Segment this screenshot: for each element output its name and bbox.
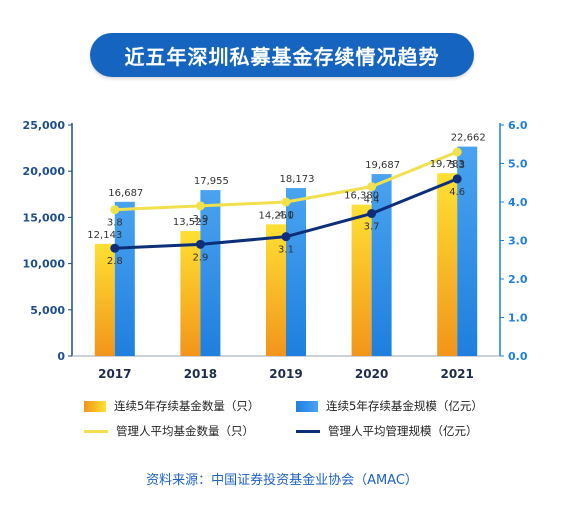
legend-item-fund-count: 连续5年存续基金数量（只） bbox=[84, 398, 259, 414]
bar-fund-count bbox=[266, 224, 286, 356]
legend-swatch-fund-scale bbox=[296, 400, 318, 412]
bar-fund-scale bbox=[200, 190, 221, 356]
bar-fund-count bbox=[351, 204, 372, 356]
x-axis-tick-label: 2019 bbox=[269, 367, 302, 381]
data-label-fund-count: 13,523 bbox=[173, 217, 208, 228]
data-label-avg-fund-count: 3.8 bbox=[107, 218, 123, 229]
data-label-avg-fund-count: 3.9 bbox=[192, 214, 208, 225]
avg-scale-point bbox=[195, 239, 205, 249]
x-axis-tick-label: 2018 bbox=[184, 367, 217, 381]
legend-swatch-avg-fund-count bbox=[84, 429, 108, 433]
data-source-note: 资料来源：中国证券投资基金业协会（AMAC） bbox=[146, 473, 418, 488]
avg-fund-count-point bbox=[452, 147, 462, 157]
avg-scale-point bbox=[452, 174, 462, 184]
data-label-avg-fund-count: 4.4 bbox=[364, 195, 380, 206]
data-label-avg-scale: 3.7 bbox=[364, 222, 380, 233]
data-label-avg-scale: 2.9 bbox=[192, 252, 208, 263]
avg-scale-point bbox=[367, 209, 377, 219]
data-label-fund-scale: 22,662 bbox=[451, 133, 486, 144]
right-axis-tick-label: 3.0 bbox=[508, 235, 528, 248]
legend-item-fund-scale: 连续5年存续基金规模（亿元） bbox=[296, 398, 483, 414]
right-axis-tick-label: 1.0 bbox=[508, 312, 528, 325]
left-axis-tick-label: 5,000 bbox=[30, 304, 65, 317]
avg-fund-count-point bbox=[281, 197, 291, 207]
avg-fund-count-point bbox=[195, 201, 205, 211]
legend-label-avg-fund-count: 管理人平均基金数量（只） bbox=[116, 424, 254, 438]
legend-label-avg-scale: 管理人平均管理规模（亿元） bbox=[328, 424, 478, 438]
right-axis-tick-label: 6.0 bbox=[508, 119, 528, 132]
data-label-fund-count: 12,143 bbox=[87, 230, 122, 241]
chart-title-banner: 近五年深圳私募基金存续情况趋势 bbox=[90, 33, 474, 77]
right-axis-tick-label: 2.0 bbox=[508, 273, 528, 286]
bar-fund-scale bbox=[286, 188, 306, 356]
bar-fund-scale bbox=[371, 174, 392, 356]
data-label-avg-scale: 2.8 bbox=[107, 256, 123, 267]
data-label-fund-count: 16,380 bbox=[344, 191, 379, 202]
data-label-fund-scale: 19,687 bbox=[365, 160, 400, 171]
left-axis-tick-label: 25,000 bbox=[23, 119, 66, 132]
bar-fund-count bbox=[437, 173, 458, 356]
data-label-fund-scale: 17,955 bbox=[194, 176, 229, 187]
right-axis-tick-label: 5.0 bbox=[508, 158, 528, 171]
x-axis-tick-label: 2020 bbox=[355, 367, 388, 381]
left-axis-tick-label: 20,000 bbox=[23, 165, 66, 178]
legend-item-avg-fund-count: 管理人平均基金数量（只） bbox=[84, 423, 254, 439]
bar-fund-count bbox=[180, 231, 201, 356]
data-label-avg-scale: 3.1 bbox=[278, 245, 294, 256]
avg-scale-point bbox=[281, 232, 291, 242]
legend-item-avg-scale: 管理人平均管理规模（亿元） bbox=[296, 423, 478, 439]
data-label-avg-fund-count: 4.0 bbox=[278, 210, 294, 221]
left-axis-tick-label: 10,000 bbox=[23, 258, 66, 271]
data-label-avg-fund-count: 5.3 bbox=[449, 160, 465, 171]
combo-chart: 0 5,000 10,000 15,000 20,000 25,000 0.0 1.0 2.0 3… bbox=[23, 119, 528, 381]
data-label-fund-count: 19,783 bbox=[430, 159, 465, 170]
right-axis-tick-label: 4.0 bbox=[508, 196, 528, 209]
bar-fund-count bbox=[94, 243, 115, 356]
avg-fund-count-point bbox=[367, 182, 377, 192]
legend-label-fund-count: 连续5年存续基金数量（只） bbox=[114, 399, 260, 413]
legend-label-fund-scale: 连续5年存续基金规模（亿元） bbox=[326, 399, 483, 413]
left-axis-tick-label: 0 bbox=[57, 350, 65, 363]
data-label-fund-count: 14,251 bbox=[259, 210, 294, 221]
x-axis-tick-label: 2017 bbox=[98, 367, 131, 381]
chart-title: 近五年深圳私募基金存续情况趋势 bbox=[124, 44, 440, 69]
right-axis-tick-label: 0.0 bbox=[508, 350, 528, 363]
data-label-fund-scale: 16,687 bbox=[108, 188, 143, 199]
left-axis-tick-label: 15,000 bbox=[23, 211, 66, 224]
avg-scale-point bbox=[110, 243, 120, 253]
data-label-fund-scale: 18,173 bbox=[280, 174, 315, 185]
bar-fund-scale bbox=[457, 146, 478, 356]
legend-swatch-avg-scale bbox=[296, 429, 320, 433]
data-label-avg-scale: 4.6 bbox=[449, 187, 465, 198]
avg-fund-count-point bbox=[110, 205, 120, 215]
x-axis-tick-label: 2021 bbox=[440, 367, 473, 381]
legend-swatch-fund-count bbox=[84, 400, 106, 412]
bar-fund-scale bbox=[114, 201, 135, 356]
